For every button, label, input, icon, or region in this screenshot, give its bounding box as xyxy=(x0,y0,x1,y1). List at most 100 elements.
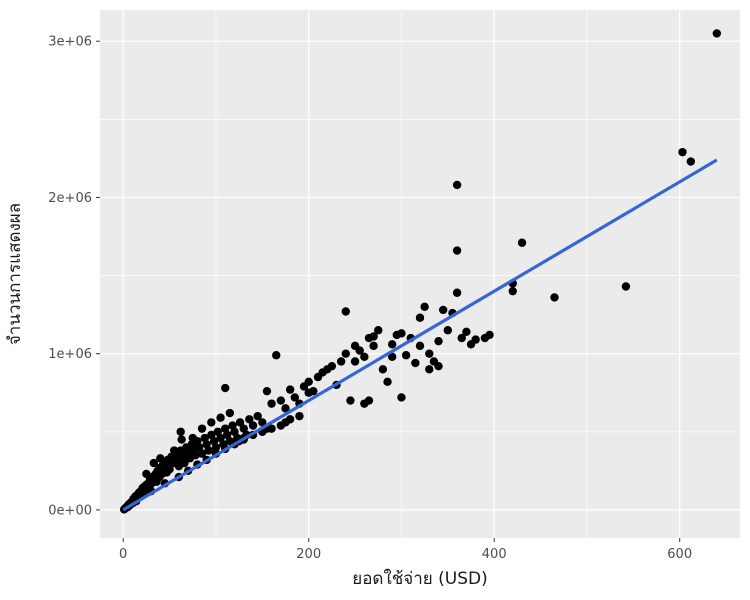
data-point xyxy=(425,365,434,374)
data-point xyxy=(374,326,383,335)
data-point xyxy=(471,335,480,344)
data-point xyxy=(350,357,360,366)
data-point xyxy=(216,413,225,422)
data-point xyxy=(341,307,350,316)
data-point xyxy=(211,443,221,452)
data-point xyxy=(207,418,216,427)
data-point xyxy=(245,415,254,424)
data-point xyxy=(222,430,232,440)
data-point xyxy=(401,351,411,360)
data-point xyxy=(387,340,397,349)
data-point xyxy=(508,286,517,296)
data-point xyxy=(197,449,207,458)
data-point xyxy=(712,29,722,38)
y-tick-label: 3e+06 xyxy=(48,35,92,50)
data-point xyxy=(213,427,222,436)
data-point xyxy=(285,385,295,394)
data-point xyxy=(346,396,355,405)
data-point xyxy=(170,446,179,455)
axis-ticks xyxy=(96,40,681,542)
data-point xyxy=(195,443,204,452)
data-point xyxy=(207,430,216,440)
data-point xyxy=(281,404,290,413)
data-point xyxy=(397,393,406,402)
y-tick-label: 1e+06 xyxy=(48,347,92,362)
data-point xyxy=(452,180,462,190)
data-point xyxy=(411,358,420,368)
data-point xyxy=(221,383,230,393)
data-point xyxy=(267,399,276,408)
data-point xyxy=(248,421,258,430)
data-point xyxy=(276,421,286,430)
data-point xyxy=(176,427,185,436)
data-point xyxy=(387,352,397,361)
data-point xyxy=(191,451,200,460)
data-point xyxy=(327,361,337,371)
data-point xyxy=(341,349,350,358)
y-axis-title: จำนวนการแสดงผล xyxy=(5,203,25,345)
data-point xyxy=(452,288,462,297)
data-point xyxy=(216,433,225,443)
x-tick-labels: 0 200 400 600 xyxy=(119,547,692,562)
x-tick-label: 400 xyxy=(482,547,507,562)
data-point xyxy=(225,408,235,418)
data-point xyxy=(188,433,197,443)
data-point xyxy=(253,411,262,421)
data-point xyxy=(290,393,299,402)
data-point xyxy=(267,424,276,433)
data-point xyxy=(230,427,239,436)
data-point xyxy=(369,332,378,341)
y-tick-labels: 0e+00 1e+06 2e+06 3e+06 xyxy=(48,35,92,519)
data-point xyxy=(336,357,346,366)
fit-line xyxy=(122,158,718,512)
data-point xyxy=(180,458,189,468)
data-point xyxy=(678,147,687,157)
data-point xyxy=(149,458,158,468)
data-point xyxy=(434,336,443,346)
y-tick-label: 2e+06 xyxy=(48,191,92,206)
data-point xyxy=(369,341,378,351)
data-point xyxy=(360,399,369,408)
x-axis-title: ยอดใช้จ่าย (USD) xyxy=(352,568,488,589)
data-point xyxy=(443,326,453,335)
data-point xyxy=(304,377,313,386)
data-point xyxy=(420,302,429,312)
data-point xyxy=(485,330,494,340)
data-point xyxy=(457,333,466,343)
data-point xyxy=(415,341,425,351)
data-point xyxy=(383,377,392,386)
data-point xyxy=(177,435,186,444)
x-tick-label: 600 xyxy=(667,547,692,562)
data-point xyxy=(276,396,286,405)
data-point xyxy=(262,386,272,396)
data-point xyxy=(452,246,462,255)
data-point xyxy=(258,418,267,427)
data-point xyxy=(686,157,696,166)
data-point xyxy=(425,349,434,358)
data-point xyxy=(517,238,527,247)
data-point xyxy=(621,282,631,291)
data-point xyxy=(397,329,406,338)
data-point xyxy=(378,365,388,374)
data-point xyxy=(239,424,248,433)
grid-major xyxy=(100,10,740,538)
y-tick-label: 0e+00 xyxy=(48,503,92,518)
data-point xyxy=(304,388,313,397)
data-point xyxy=(142,469,151,479)
grid-minor xyxy=(100,10,740,538)
x-tick-label: 200 xyxy=(296,547,321,562)
data-point xyxy=(204,446,213,455)
data-point xyxy=(434,361,443,371)
fit-line-group xyxy=(122,158,718,512)
data-point xyxy=(355,346,364,355)
data-point xyxy=(165,465,174,474)
data-point xyxy=(197,424,207,433)
data-point xyxy=(295,411,304,421)
data-point xyxy=(462,327,471,336)
data-point xyxy=(235,418,245,427)
data-point xyxy=(415,313,425,322)
data-point xyxy=(272,351,281,360)
x-tick-label: 0 xyxy=(119,547,127,562)
data-point xyxy=(360,352,369,361)
